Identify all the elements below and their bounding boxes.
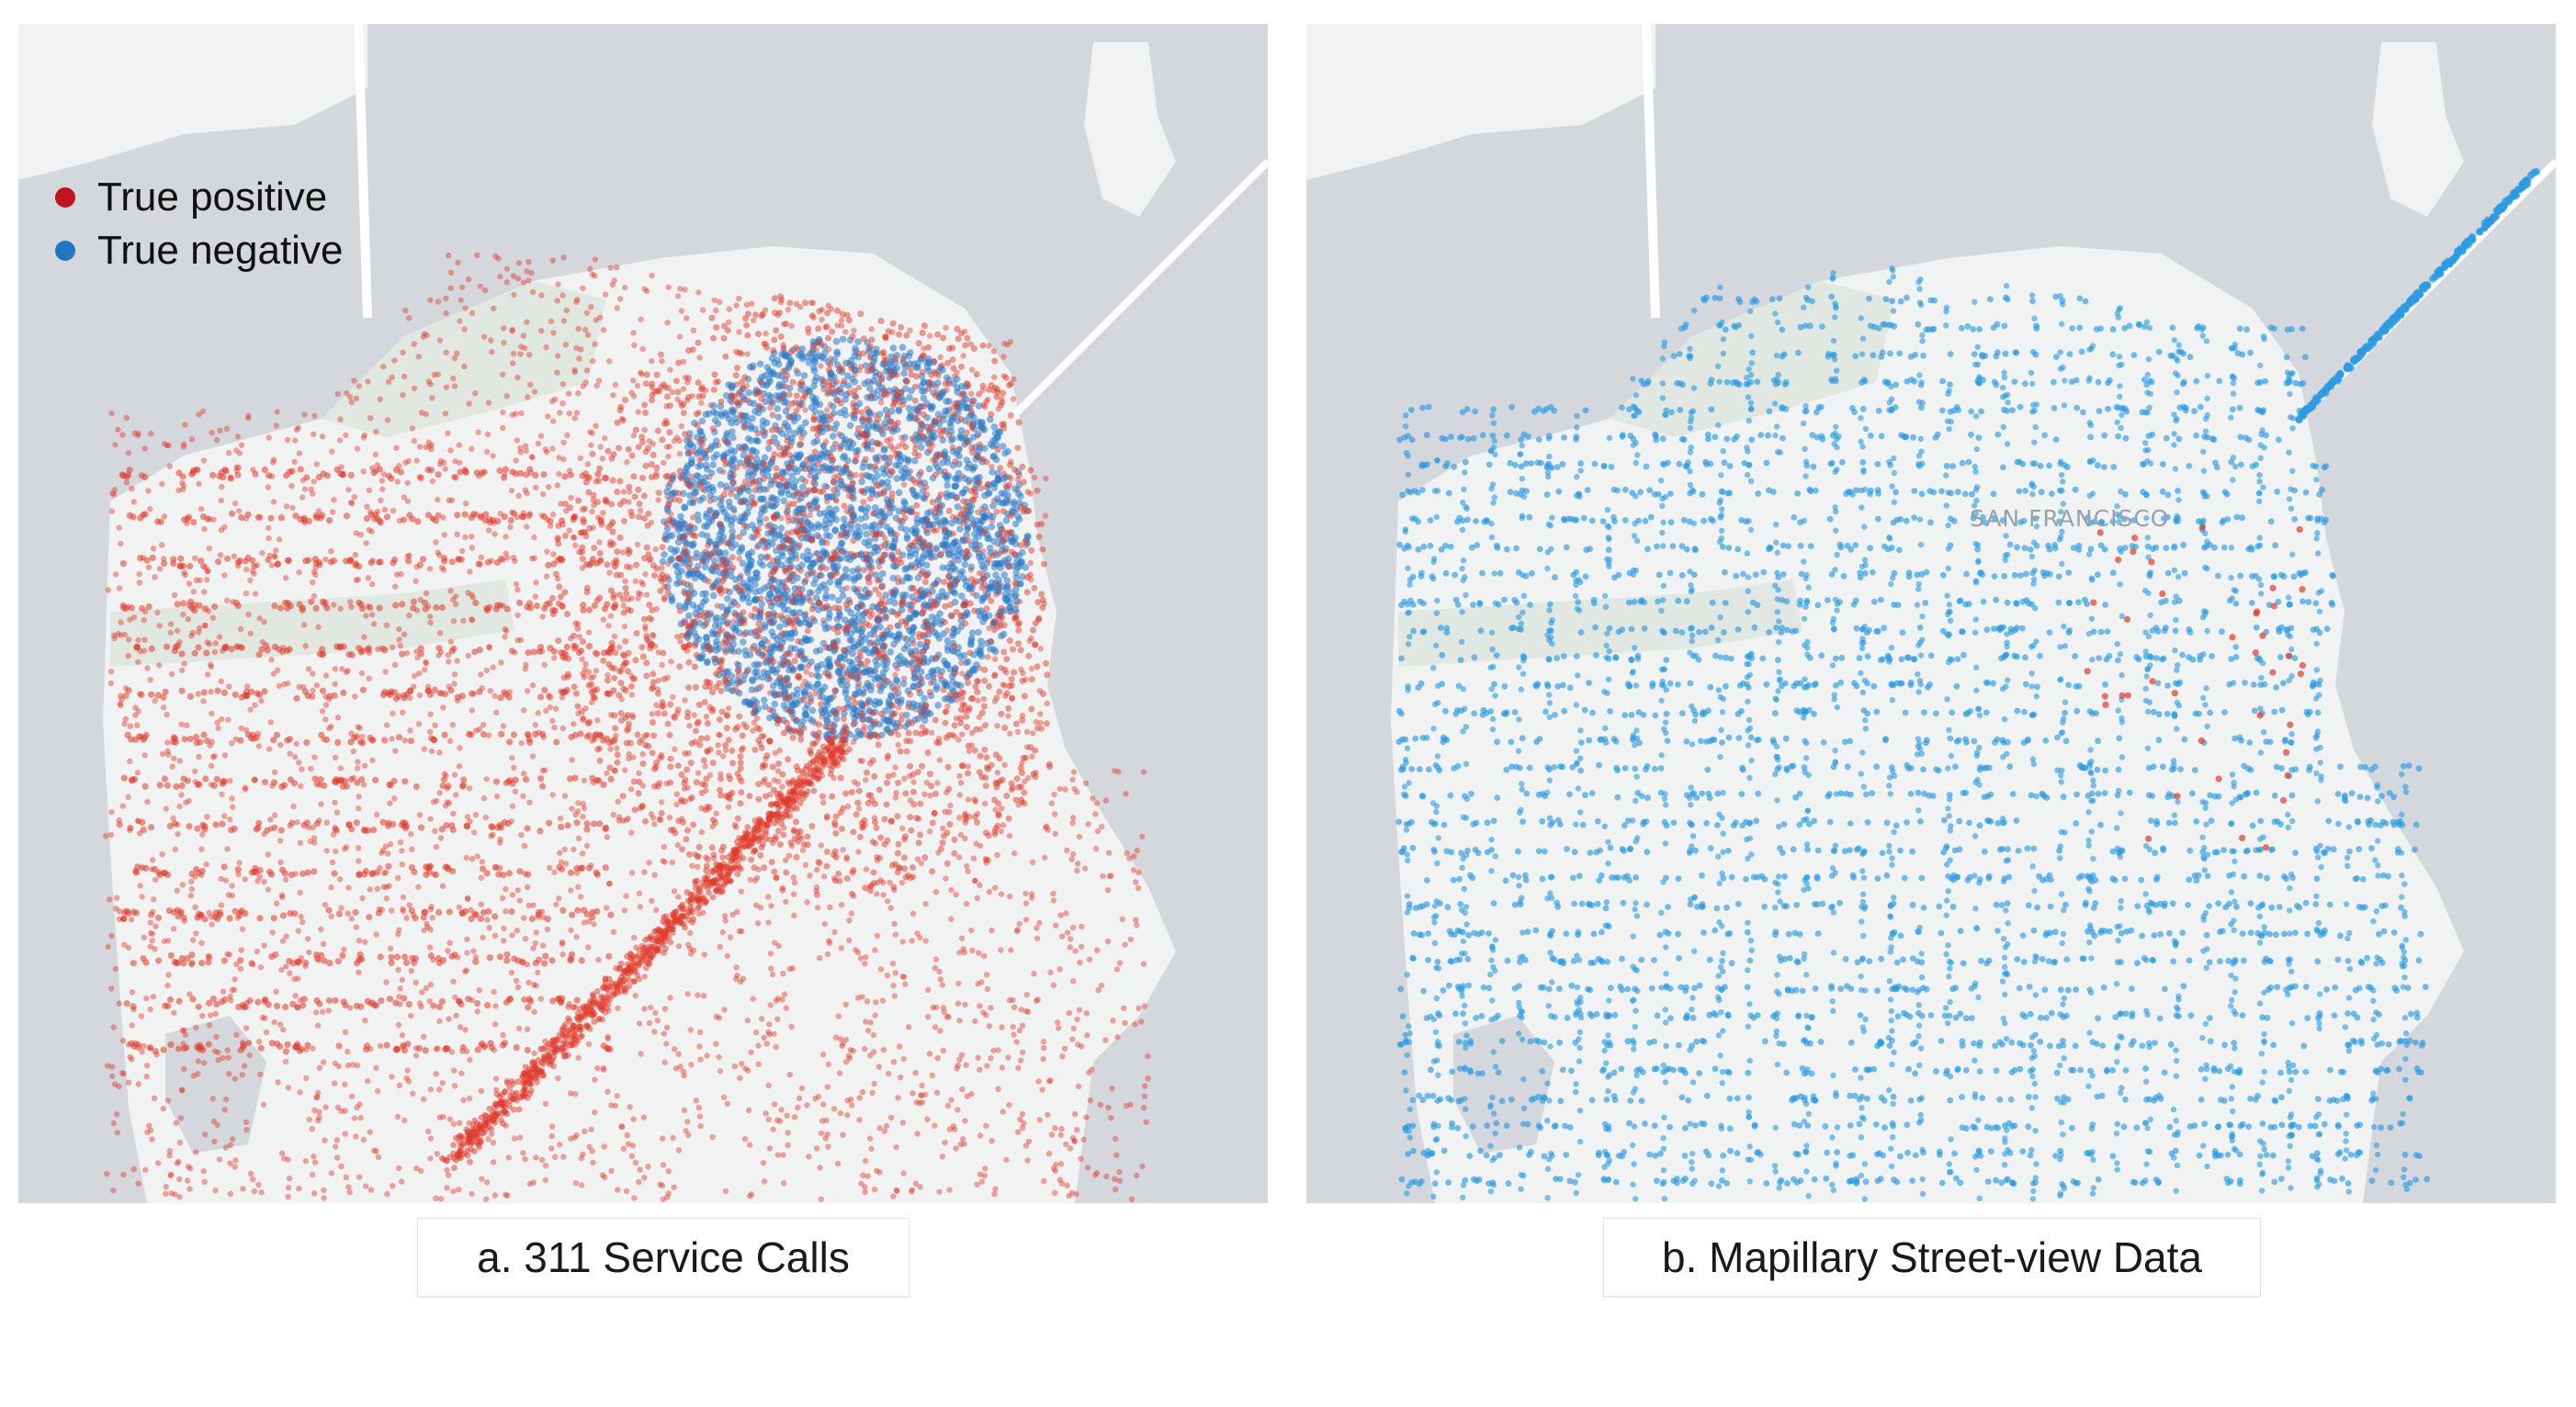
bay-bridge — [1008, 159, 1268, 422]
land-mass — [103, 246, 1176, 1203]
marin-headland — [18, 24, 367, 180]
map-b-canvas — [1306, 24, 2556, 1203]
caption-mapillary-street-view: b. Mapillary Street-view Data — [1603, 1218, 2261, 1297]
lake-merced — [1453, 1016, 1554, 1154]
legend-item-true-positive: True positive — [55, 171, 343, 224]
presidio — [322, 281, 606, 437]
map-label-san-francisco: SAN FRANCISCO — [1970, 505, 2170, 532]
treasure-island — [1084, 42, 1176, 217]
legend-label-true-negative: True negative — [97, 228, 344, 273]
legend: True positive True negative — [55, 171, 343, 277]
legend-dot-true-positive — [55, 187, 75, 208]
map-panel-311-service-calls: True positive True negative — [18, 24, 1268, 1203]
point-layer — [1395, 168, 2540, 1202]
map-panel-mapillary-street-view: SAN FRANCISCO — [1306, 24, 2556, 1203]
map-a-canvas — [18, 24, 1268, 1203]
golden-gate-bridge — [1642, 24, 1660, 319]
marin-headland — [1306, 24, 1655, 180]
legend-dot-true-negative — [55, 241, 75, 261]
golden-gate-bridge — [354, 24, 372, 319]
treasure-island — [2372, 42, 2464, 217]
legend-item-true-negative: True negative — [55, 224, 343, 277]
point-layer — [102, 252, 1151, 1203]
legend-label-true-positive: True positive — [97, 174, 328, 219]
caption-311-service-calls: a. 311 Service Calls — [417, 1218, 910, 1297]
presidio — [1610, 281, 1894, 437]
land-mass — [1391, 246, 2464, 1203]
golden-gate-park — [1398, 580, 1802, 667]
